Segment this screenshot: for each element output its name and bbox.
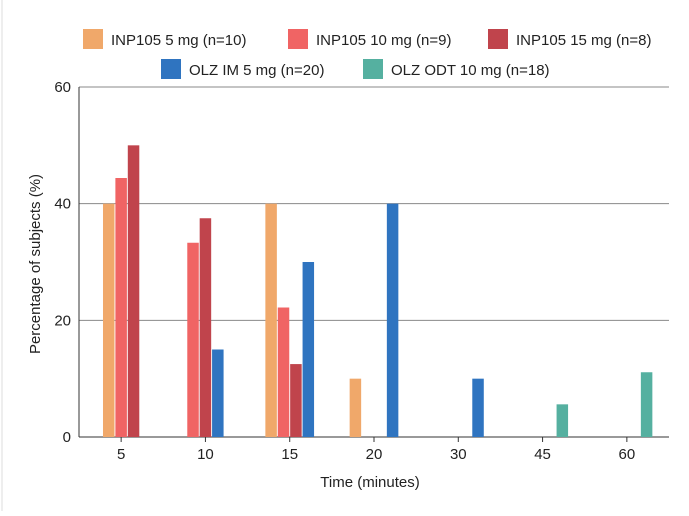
y-tick-label: 60: [54, 79, 71, 96]
bar: [187, 242, 199, 437]
x-axis-label: Time (minutes): [320, 474, 419, 491]
bar: [472, 378, 484, 437]
x-tick-label: 5: [117, 446, 125, 463]
x-tick-label: 45: [534, 446, 551, 463]
x-axis: 5 10 15 20 30 45 60: [79, 436, 669, 463]
legend-entry: OLZ ODT 10 mg (n=18): [391, 62, 550, 79]
y-tick-label: 20: [54, 312, 71, 329]
legend-swatch: [363, 59, 383, 79]
y-axis-label: Percentage of subjects (%): [27, 174, 44, 354]
x-tick-label: 15: [281, 446, 298, 463]
legend-swatch: [488, 29, 508, 49]
legend-entry: INP105 5 mg (n=10): [111, 32, 247, 49]
y-tick-label: 0: [63, 429, 71, 446]
x-tick-label: 30: [450, 446, 467, 463]
bar: [640, 372, 653, 437]
bar: [265, 203, 277, 437]
bar: [212, 349, 224, 437]
bar: [199, 218, 212, 437]
legend-swatch: [288, 29, 308, 49]
bar: [127, 145, 140, 438]
bar: [386, 203, 399, 437]
legend-entry: OLZ IM 5 mg (n=20): [189, 62, 324, 79]
bar: [556, 404, 569, 437]
x-tick-label: 20: [366, 446, 383, 463]
x-tick-label: 60: [619, 446, 636, 463]
bar: [290, 364, 302, 437]
legend-entry: INP105 10 mg (n=9): [316, 32, 452, 49]
bar: [277, 307, 290, 437]
y-tick-label: 40: [54, 196, 71, 213]
legend-swatch: [83, 29, 103, 49]
bars: [102, 145, 653, 438]
legend-swatch: [161, 59, 181, 79]
legend-entry: INP105 15 mg (n=8): [516, 32, 652, 49]
x-tick-label: 10: [197, 446, 214, 463]
bar: [302, 262, 315, 437]
bar: [115, 178, 127, 437]
y-axis: 0 20 40 60: [54, 79, 80, 446]
legend: INP105 5 mg (n=10) INP105 10 mg (n=9) INP1…: [83, 29, 652, 79]
bar: [102, 203, 115, 437]
bar: [349, 378, 362, 437]
gridlines: [79, 86, 669, 321]
